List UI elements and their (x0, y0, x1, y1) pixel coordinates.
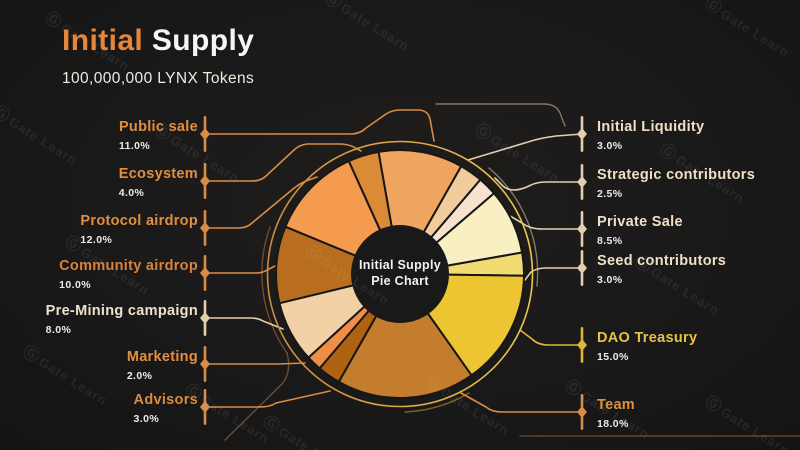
slice-percent-team: 18.0% (597, 418, 629, 430)
decorative-circuit-lines (224, 103, 800, 441)
pie-center-hole (351, 225, 449, 323)
slice-percent-community-airdrop: 10.0% (59, 279, 91, 291)
slice-name-team: Team (597, 397, 636, 413)
slice-label-row-advisors: Advisors 3.0% (134, 392, 198, 427)
slice-percent-pre-mining-campaign: 8.0% (45, 324, 72, 336)
leader-line-pre-mining-campaign (204, 317, 284, 330)
pie-outer-ring (266, 140, 534, 408)
slice-label-row-protocol-airdrop: Protocol airdrop 12.0% (80, 213, 198, 248)
slice-percent-private-sale: 8.5% (597, 235, 623, 247)
slice-label-row-ecosystem: Ecosystem 4.0% (119, 166, 198, 201)
pie-slice-community-airdrop[interactable] (275, 225, 401, 305)
slice-percent-marketing: 2.0% (126, 370, 153, 382)
slice-label-row-initial-liquidity: Initial Liquidity 3.0% (597, 119, 704, 154)
slice-name-initial-liquidity: Initial Liquidity (597, 119, 705, 135)
leader-line-community-airdrop (204, 265, 276, 274)
pie-slice-team[interactable] (337, 273, 473, 399)
slice-label-row-private-sale: Private Sale 8.5% (597, 214, 683, 249)
slice-label-row-dao-treasury: DAO Treasury 15.0% (597, 330, 697, 365)
leader-line-strategic-contributors (494, 177, 583, 191)
connector-node-protocol-airdrop (200, 222, 210, 234)
connector-node-ecosystem (200, 175, 210, 187)
pie-slices (266, 140, 534, 408)
connector-node-pre-mining-campaign (200, 312, 210, 324)
slice-name-protocol-airdrop: Protocol airdrop (80, 213, 198, 229)
subtitle-token-total: 100,000,000 LYNX Tokens (62, 70, 255, 87)
leader-line-seed-contributors (524, 267, 583, 281)
slice-name-marketing: Marketing (126, 349, 198, 365)
slice-label-row-seed-contributors: Seed contributors 3.0% (597, 253, 726, 288)
connector-node-dao-treasury (577, 339, 587, 351)
slice-name-public-sale: Public sale (118, 119, 198, 135)
slice-percent-ecosystem: 4.0% (118, 187, 145, 199)
slice-label-row-public-sale: Public sale 11.0% (119, 119, 198, 154)
slice-label-row-community-airdrop: Community airdrop 10.0% (59, 258, 198, 293)
slice-percent-advisors: 3.0% (133, 413, 160, 425)
slice-label-row-marketing: Marketing 2.0% (127, 349, 198, 384)
leader-line-ecosystem (204, 143, 362, 182)
connector-node-public-sale (200, 128, 210, 140)
slice-name-strategic-contributors: Strategic contributors (597, 167, 756, 183)
slice-label-row-team: Team 18.0% (597, 397, 635, 432)
slice-name-dao-treasury: DAO Treasury (597, 330, 698, 346)
leader-lines (200, 109, 587, 430)
leader-line-protocol-airdrop (204, 176, 318, 229)
connector-node-strategic-contributors (577, 176, 587, 188)
slice-percent-strategic-contributors: 2.5% (597, 188, 623, 200)
leader-line-advisors (204, 390, 331, 408)
slice-name-advisors: Advisors (133, 392, 198, 408)
title-rest: Supply (143, 24, 255, 57)
slice-name-private-sale: Private Sale (597, 214, 683, 230)
connector-node-seed-contributors (577, 262, 587, 274)
slice-label-row-strategic-contributors: Strategic contributors 2.5% (597, 167, 755, 202)
connector-node-marketing (200, 358, 210, 370)
slice-percent-protocol-airdrop: 12.0% (80, 234, 113, 246)
page-title: Initial Supply (62, 24, 254, 58)
slice-name-community-airdrop: Community airdrop (59, 258, 198, 274)
connector-node-initial-liquidity (577, 128, 587, 140)
leader-line-team (460, 392, 583, 413)
slice-percent-seed-contributors: 3.0% (597, 274, 623, 286)
connector-node-advisors (200, 401, 210, 413)
slice-name-pre-mining-campaign: Pre-Mining campaign (45, 303, 198, 319)
leader-line-public-sale (204, 109, 435, 142)
slice-name-ecosystem: Ecosystem (118, 166, 198, 182)
title-accent: Initial (62, 24, 144, 57)
header: Initial Supply 100,000,000 LYNX Tokens (62, 24, 254, 88)
slice-label-row-pre-mining-campaign: Pre-Mining campaign 8.0% (46, 303, 198, 338)
slice-percent-initial-liquidity: 3.0% (597, 140, 623, 152)
connector-node-team (577, 406, 587, 418)
leader-line-initial-liquidity (467, 133, 583, 161)
leader-line-marketing (204, 362, 306, 365)
slice-percent-public-sale: 11.0% (118, 140, 151, 152)
leader-line-dao-treasury (519, 329, 583, 346)
connector-node-community-airdrop (200, 267, 210, 279)
slice-name-seed-contributors: Seed contributors (597, 253, 727, 269)
connector-node-private-sale (577, 223, 587, 235)
slice-percent-dao-treasury: 15.0% (597, 351, 629, 363)
